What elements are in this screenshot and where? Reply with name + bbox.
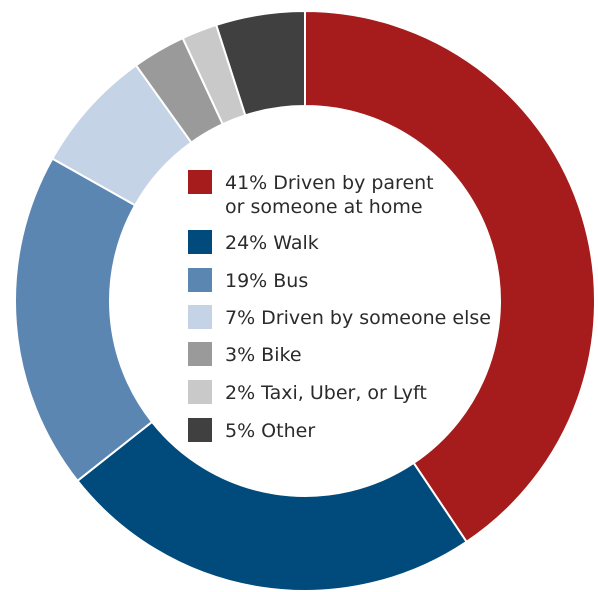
legend-label-3: 7% Driven by someone else [225, 307, 491, 329]
donut-slice-0 [304, 9, 596, 544]
donut-slice-2 [14, 157, 154, 483]
donut-slice-6 [214, 9, 306, 117]
legend-label-0-line1: or someone at home [225, 196, 423, 218]
legend-label-2: 19% Bus [225, 270, 308, 292]
legend-swatch-0 [188, 170, 212, 194]
legend-swatch-5 [188, 380, 212, 404]
legend-swatch-6 [188, 418, 212, 442]
legend-label-1: 24% Walk [225, 232, 319, 254]
legend-swatch-4 [188, 342, 212, 366]
legend-label-5: 2% Taxi, Uber, or Lyft [225, 382, 427, 404]
legend-label-6: 5% Other [225, 420, 315, 442]
legend-swatch-3 [188, 305, 212, 329]
legend-swatch-2 [188, 268, 212, 292]
legend-label-4: 3% Bike [225, 344, 302, 366]
legend-swatch-1 [188, 230, 212, 254]
legend-label-0: 41% Driven by parent [225, 172, 434, 194]
donut-slices [14, 9, 596, 592]
donut-slice-1 [76, 420, 468, 592]
